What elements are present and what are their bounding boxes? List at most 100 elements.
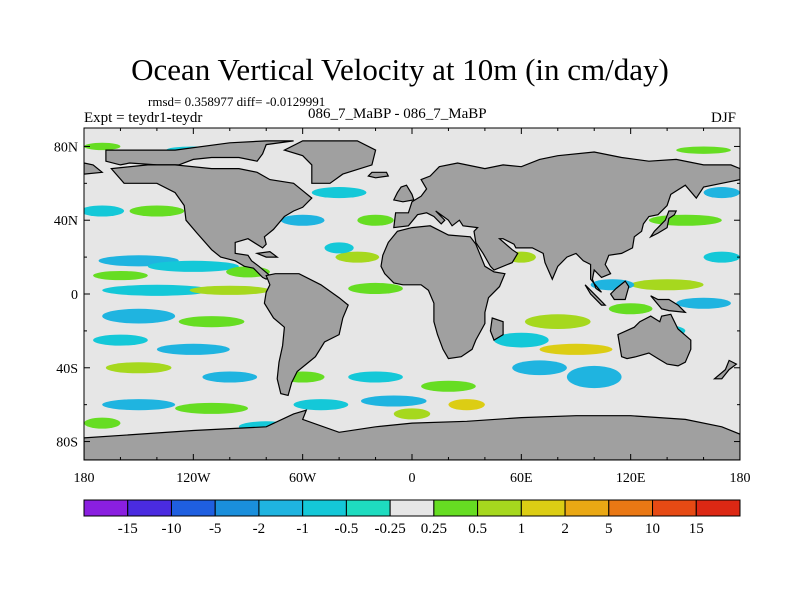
colorbar-label: 0.25	[421, 521, 447, 537]
land-polygon	[254, 250, 279, 258]
anomaly-blob	[393, 408, 431, 420]
colorbar-swatch	[258, 499, 304, 517]
land-polygon	[393, 151, 740, 293]
land-polygon	[84, 409, 740, 460]
anomaly-blob	[421, 380, 476, 392]
colorbar-label: 10	[645, 521, 660, 537]
anomaly-blob	[676, 297, 731, 309]
colorbar-label: 5	[605, 521, 613, 537]
anomaly-blob	[648, 214, 722, 226]
colorbar-label: 2	[561, 521, 569, 537]
y-axis: 80N 40N 0 40S 80S	[54, 140, 740, 451]
land-polygon	[263, 273, 349, 397]
colorbar: -15 -10 -5 -2 -1 -0.5 -0.25 0.25 0.5 1 2 5 10 15	[83, 499, 741, 537]
anomaly-blob	[175, 402, 248, 414]
colorbar-label: -10	[161, 521, 181, 537]
anomaly-blob	[84, 205, 125, 217]
land-polygon	[380, 225, 506, 360]
y-tick-label: 80S	[56, 436, 78, 451]
case-label: 086_7_MaBP - 086_7_MaBP	[308, 106, 487, 122]
colorbar-swatch	[695, 499, 741, 517]
land-polygon	[617, 313, 692, 367]
anomaly-blob	[189, 285, 270, 295]
land-mask	[84, 140, 740, 460]
colorbar-label: -2	[253, 521, 266, 537]
anomaly-blob	[129, 205, 185, 217]
land-polygon	[105, 140, 294, 166]
land-polygon	[712, 359, 738, 380]
anomaly-blob	[608, 303, 653, 315]
land-polygon	[367, 171, 390, 179]
anomaly-blob	[293, 399, 349, 411]
land-polygon	[392, 184, 415, 203]
anomaly-blob	[324, 242, 354, 254]
anomaly-blob	[360, 395, 427, 407]
anomaly-blob	[493, 332, 549, 348]
y-tick-label: 40N	[54, 214, 78, 229]
anomaly-blob	[84, 142, 121, 151]
x-tick-label: 60W	[289, 471, 317, 486]
experiment-label: Expt = teydr1-teydr	[84, 110, 203, 126]
plot-area	[83, 127, 741, 461]
anomaly-blob	[512, 360, 567, 376]
land-polygon	[489, 317, 504, 341]
anomaly-blob	[178, 316, 245, 328]
colorbar-label: 1	[518, 521, 526, 537]
colorbar-swatch	[564, 499, 610, 517]
land-polygon	[84, 162, 104, 175]
anomaly-blob	[147, 260, 239, 272]
colorbar-swatch	[170, 499, 216, 517]
colorbar-swatch	[608, 499, 654, 517]
x-tick-label: 180	[74, 471, 95, 486]
x-tick-label: 180	[730, 471, 751, 486]
anomaly-blob	[524, 314, 591, 330]
land-polygon	[650, 295, 687, 314]
colorbar-swatch	[652, 499, 697, 517]
colorbar-label: -15	[118, 521, 138, 537]
anomaly-blob	[93, 270, 148, 281]
anomaly-blob	[102, 284, 212, 296]
colorbar-swatch	[520, 499, 566, 517]
colorbar-label: -5	[209, 521, 222, 537]
colorbar-label: 0.5	[468, 521, 487, 537]
colorbar-label: 15	[689, 521, 704, 537]
colorbar-swatch	[214, 499, 260, 517]
anomaly-blob	[311, 187, 367, 199]
x-tick-label: 60E	[510, 471, 533, 486]
colorbar-label: -0.25	[375, 521, 406, 537]
anomaly-blob	[156, 343, 230, 355]
chart-title: Ocean Vertical Velocity at 10m (in cm/da…	[131, 52, 669, 87]
land-polygon	[648, 210, 678, 239]
season-label: DJF	[711, 110, 737, 126]
anomaly-blob	[630, 279, 704, 291]
colorbar-label: -0.5	[335, 521, 359, 537]
land-polygon	[609, 280, 630, 301]
anomaly-blob	[539, 343, 613, 355]
colorbar-label: -1	[296, 521, 309, 537]
colorbar-swatch	[345, 499, 391, 517]
x-tick-label: 0	[409, 471, 416, 486]
anomaly-blob	[93, 334, 148, 346]
colorbar-swatch	[433, 499, 479, 517]
anomaly-blob	[202, 371, 258, 383]
anomaly-blob	[280, 214, 325, 226]
stats-label: rmsd= 0.358977 diff= -0.0129991	[148, 94, 326, 109]
anomaly-blob	[102, 399, 176, 411]
x-tick-label: 120E	[616, 471, 646, 486]
y-tick-label: 0	[71, 288, 78, 303]
anomaly-blob	[357, 214, 394, 226]
anomaly-blob	[348, 371, 403, 383]
colorbar-swatch	[127, 499, 172, 517]
anomaly-blob	[703, 251, 740, 263]
anomaly-blob	[84, 417, 121, 429]
land-polygon	[282, 140, 377, 184]
y-tick-label: 80N	[54, 140, 78, 155]
colorbar-swatch	[83, 499, 129, 517]
anomaly-blob	[703, 187, 740, 199]
anomaly-blob	[335, 251, 380, 263]
anomaly-blob	[348, 282, 403, 295]
x-axis: 180 120W 60W 0 60E 120E 180	[74, 128, 751, 486]
y-tick-label: 40S	[56, 362, 78, 377]
land-polygon	[584, 284, 607, 306]
